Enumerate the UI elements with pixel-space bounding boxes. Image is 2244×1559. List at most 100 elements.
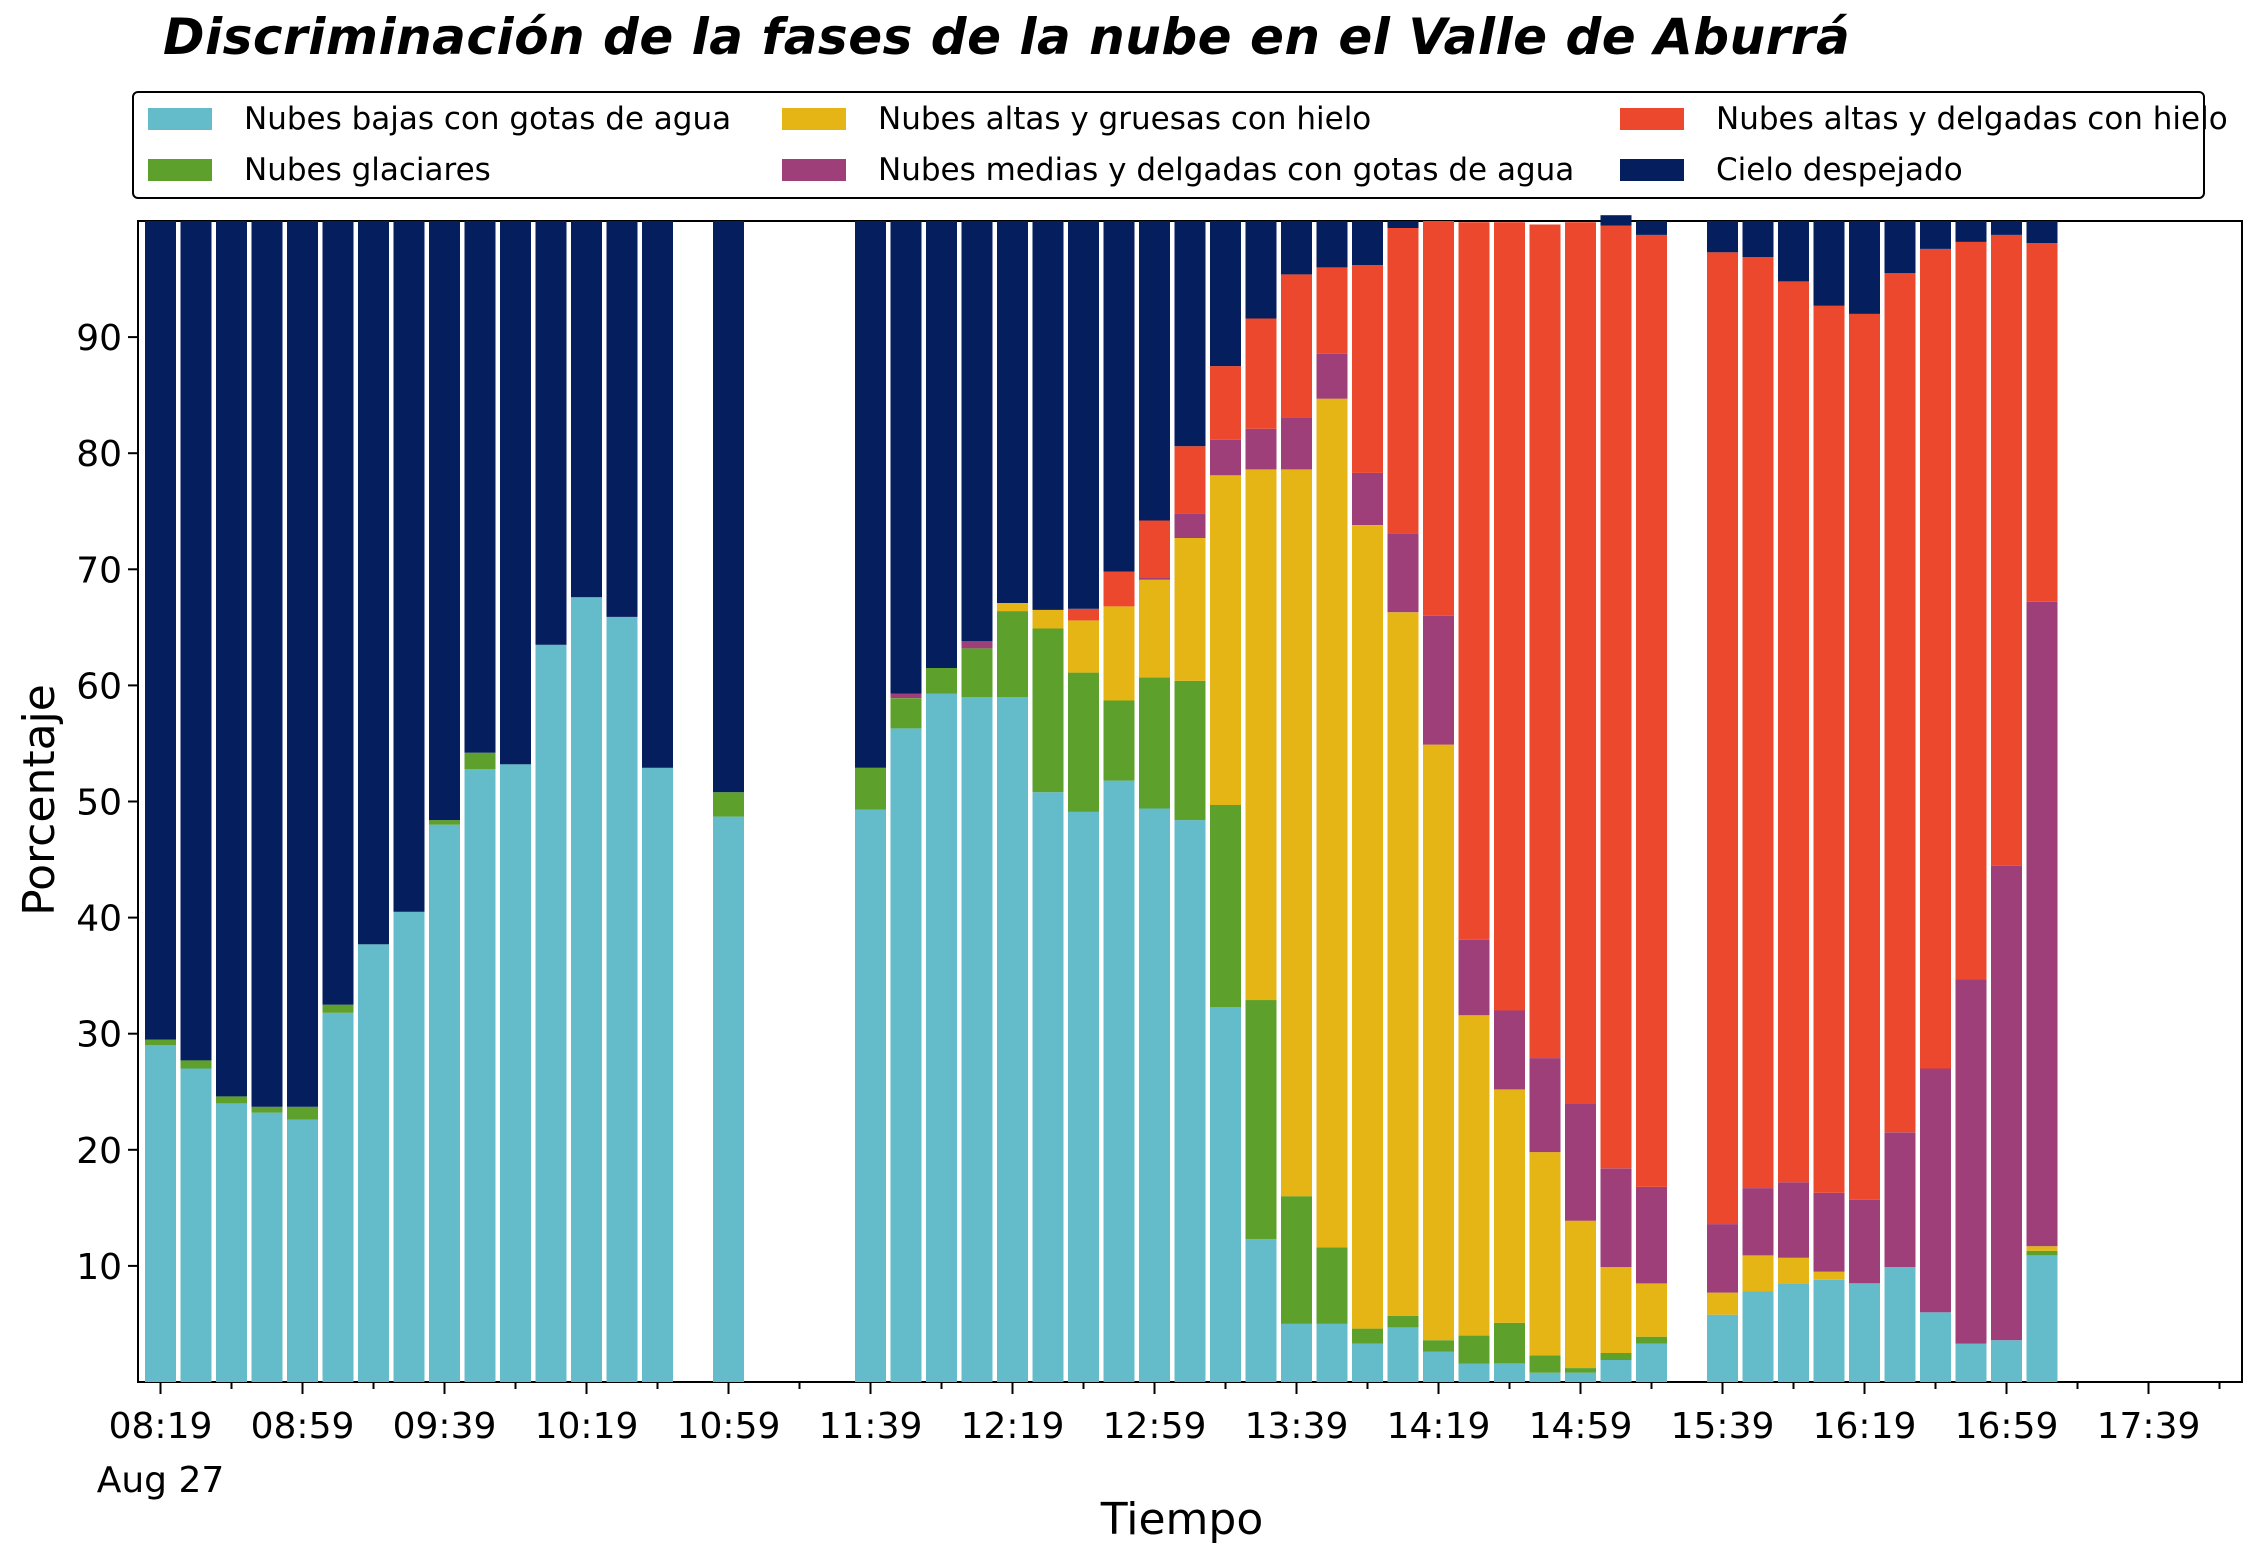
bar-segment	[1139, 808, 1170, 1382]
legend-item: Nubes altas y gruesas con hielo	[782, 99, 1371, 139]
bar-segment	[500, 221, 531, 765]
bar-segment	[1600, 1168, 1632, 1268]
x-tick-label: 09:39	[393, 1406, 497, 1447]
bar-segment	[1068, 672, 1099, 812]
bar-segment	[393, 221, 425, 912]
legend-label: Nubes medias y delgadas con gotas de agu…	[878, 152, 1575, 188]
bar-segment	[1494, 1322, 1525, 1364]
bar-segment	[429, 221, 460, 821]
bar-segment	[1387, 228, 1419, 534]
bar-segment	[1316, 1247, 1348, 1324]
bar-segment	[1068, 620, 1099, 673]
bar-segment	[1139, 677, 1170, 809]
bar-segment	[322, 221, 354, 1005]
bar-segment	[216, 221, 247, 1097]
bar-segment	[1707, 1292, 1738, 1315]
bar-segment	[1707, 1314, 1738, 1382]
bar-segment	[1387, 533, 1419, 613]
bar-segment	[1920, 221, 1951, 249]
bar-segment	[1352, 472, 1383, 526]
bar-segment	[1600, 1267, 1632, 1353]
bar-segment	[216, 1103, 247, 1382]
bar-segment	[1210, 1007, 1241, 1382]
bar-segment	[1316, 221, 1348, 268]
bar-segment	[1955, 979, 1987, 1344]
bar-segment	[1920, 1068, 1951, 1313]
bar-segment	[890, 221, 922, 694]
x-tick-label: 10:59	[677, 1406, 781, 1447]
bar-segment	[1103, 571, 1135, 607]
bar-segment	[1281, 221, 1312, 275]
bar-segment	[1174, 221, 1206, 447]
bar-segment	[1139, 221, 1170, 521]
bar-segment	[429, 824, 460, 1382]
bar-segment	[1778, 1257, 1809, 1284]
chart-legend: Nubes bajas con gotas de agua Nubes glaci…	[132, 91, 2228, 199]
bar-segment	[855, 221, 886, 768]
bar-segment	[1210, 805, 1241, 1007]
bar-segment	[1423, 744, 1454, 1341]
bar-segment	[1884, 1132, 1916, 1268]
bar-segment	[1565, 1103, 1596, 1221]
bar-segment	[1316, 398, 1348, 1248]
bar-segment	[1991, 234, 2022, 866]
bar-segment	[1813, 305, 1845, 1193]
bar-segment	[997, 611, 1028, 697]
y-tick-label: 90	[76, 318, 122, 359]
x-axis: 08:19 08:59 09:39 10:19 10:59 11:39 12:19 12:59…	[97, 1382, 2221, 1501]
bar-segment	[1174, 513, 1206, 538]
x-tick-label: 14:19	[1387, 1406, 1491, 1447]
bar-segment	[1423, 1351, 1454, 1382]
bar-segment	[464, 752, 496, 769]
y-tick-label: 80	[76, 434, 122, 475]
bar-segment	[1494, 1089, 1525, 1323]
bar-segment	[890, 693, 922, 699]
bar-segment	[1352, 525, 1383, 1329]
bar-segment	[1813, 221, 1845, 306]
bar-segment	[1139, 577, 1170, 580]
bar-segment	[1849, 1283, 1880, 1382]
legend-label: Cielo despejado	[1716, 152, 1963, 188]
bar-segment	[1813, 1192, 1845, 1272]
legend-item: Nubes medias y delgadas con gotas de agu…	[782, 150, 1574, 190]
bar-segment	[1778, 281, 1809, 1183]
bar-segment	[571, 597, 602, 1382]
bar-segment	[1884, 273, 1916, 1133]
bar-segment	[1423, 1340, 1454, 1352]
legend-swatch	[782, 159, 846, 181]
legend-item: Nubes glaciares	[148, 150, 491, 190]
x-tick-label: 08:19	[109, 1406, 213, 1447]
bar-segment	[1778, 1182, 1809, 1258]
bar-segment	[2026, 1255, 2058, 1382]
bar-segment	[1813, 1279, 1845, 1382]
bar-segment	[1387, 1327, 1419, 1382]
legend-swatch	[782, 108, 846, 130]
bar-segment	[180, 1060, 212, 1069]
bar-segment	[2026, 601, 2058, 1247]
bar-segment	[1174, 820, 1206, 1382]
x-tick-label: 15:39	[1671, 1406, 1775, 1447]
bar-segment	[1316, 267, 1348, 354]
bar-segment	[1245, 428, 1277, 470]
bar-segment	[1742, 1255, 1774, 1292]
bar-segment	[1458, 939, 1490, 1016]
bar-segment	[1103, 700, 1135, 781]
bar-segment	[1458, 222, 1490, 940]
legend-item: Nubes bajas con gotas de agua	[148, 99, 731, 139]
bar-segment	[1423, 221, 1454, 616]
bar-segment	[216, 1096, 247, 1104]
bar-segment	[322, 1004, 354, 1013]
bar-segment	[1494, 1363, 1525, 1382]
bar-segment	[251, 221, 283, 1107]
bar-segment	[322, 1012, 354, 1382]
bar-segment	[287, 1106, 318, 1120]
y-tick-label: 60	[76, 666, 122, 707]
bar-segment	[642, 221, 673, 768]
bar-segment	[1884, 221, 1916, 274]
y-axis-label: Porcentaje	[14, 684, 65, 916]
bar-segment	[1174, 538, 1206, 681]
bar-segment	[961, 697, 993, 1382]
bar-segment	[961, 641, 993, 649]
bar-segment	[1139, 520, 1170, 578]
bar-segment	[1245, 318, 1277, 429]
